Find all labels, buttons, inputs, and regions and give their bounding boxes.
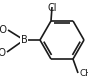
Text: CH₃: CH₃: [80, 68, 88, 78]
Text: B: B: [21, 35, 27, 45]
Text: HO: HO: [0, 48, 6, 58]
Text: HO: HO: [0, 25, 7, 35]
Text: Cl: Cl: [47, 3, 57, 13]
